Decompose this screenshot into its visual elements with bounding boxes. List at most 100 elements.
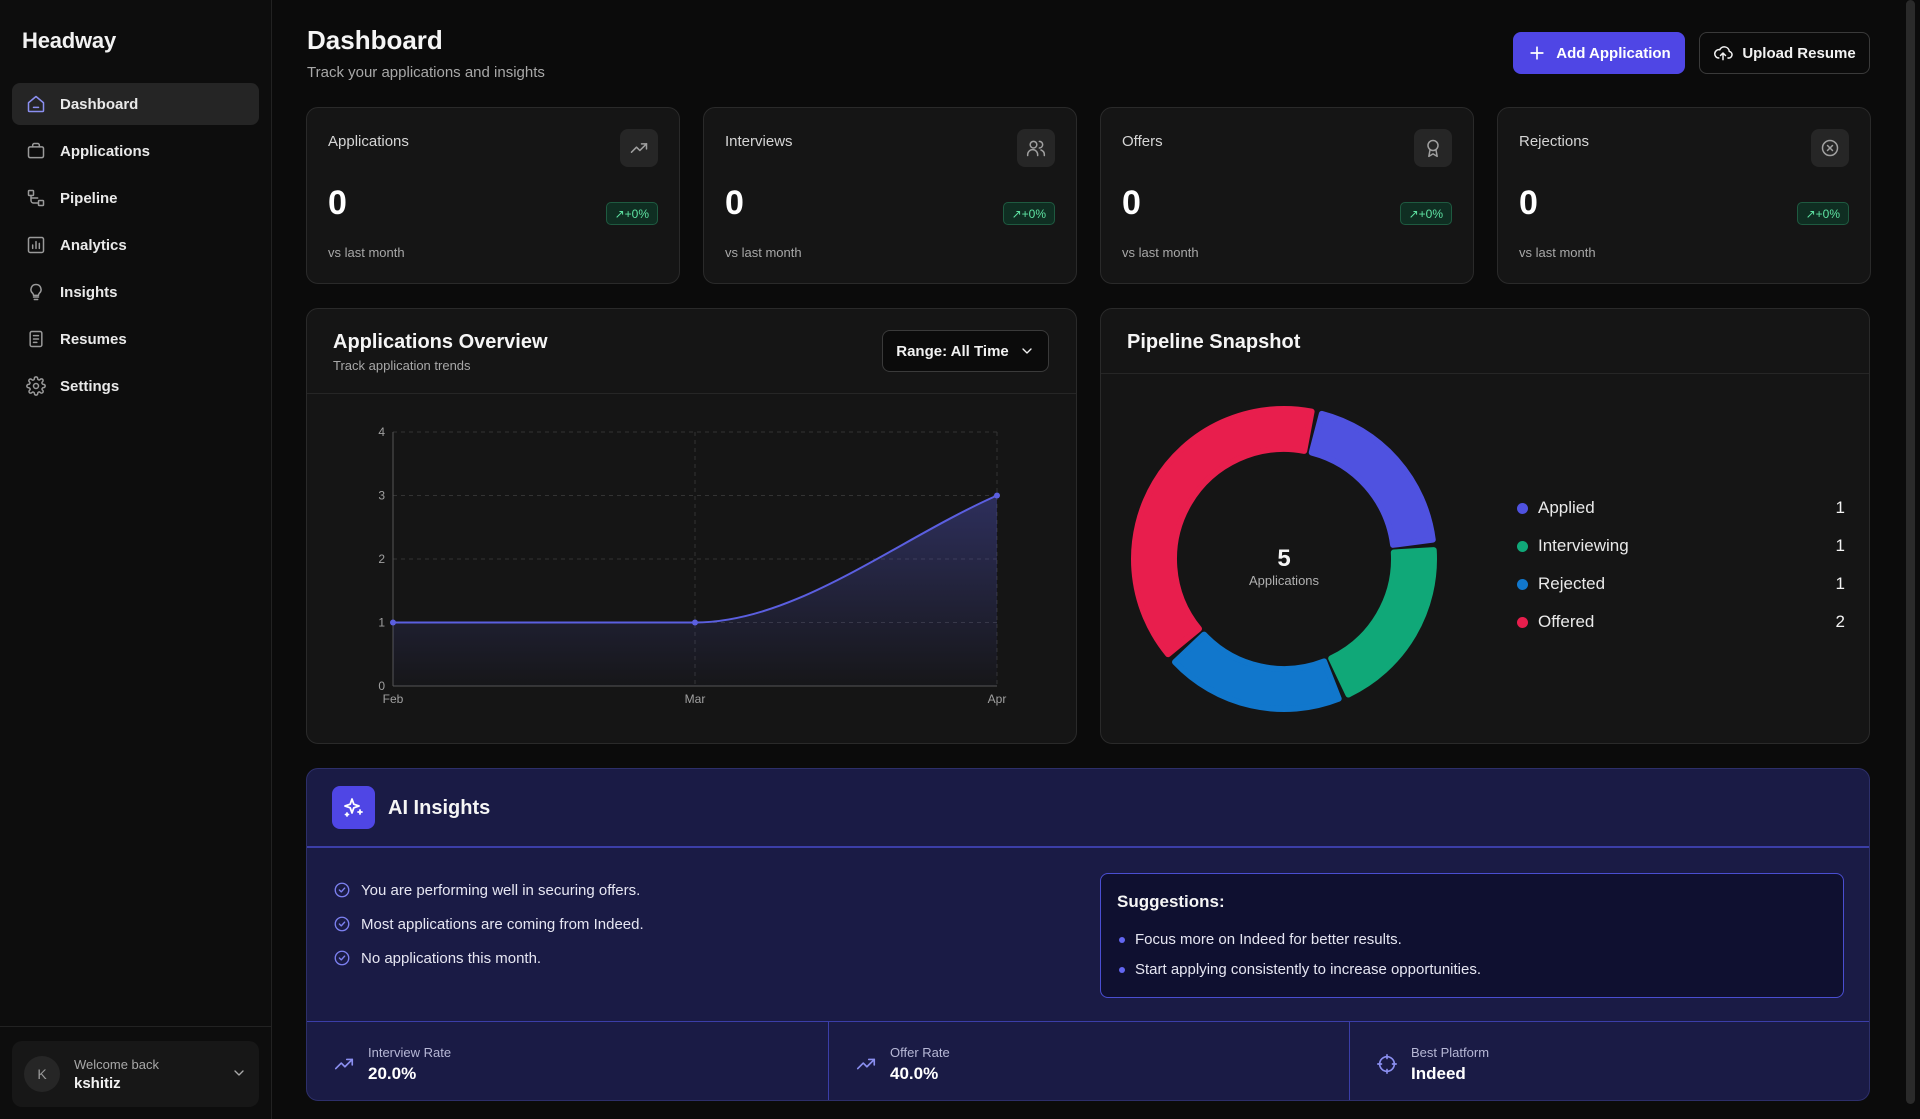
check-circle-icon <box>334 950 350 966</box>
stat-value: 0 <box>328 184 347 222</box>
legend-count: 1 <box>1835 536 1845 555</box>
user-name: kshitiz <box>74 1074 121 1092</box>
stat-value: 0 <box>1519 184 1538 222</box>
data-point <box>390 619 396 626</box>
sidebar-item-label: Analytics <box>60 236 127 254</box>
applications-line-chart: 0 1 2 3 4 Feb Mar Apr <box>378 425 1006 706</box>
user-section: K Welcome back kshitiz <box>0 1026 272 1119</box>
metric-best-platform: Best Platform Indeed <box>1349 1022 1869 1100</box>
metric-label: Interview Rate <box>368 1045 452 1060</box>
stat-icon-box <box>1017 129 1055 167</box>
donut-segment-applied <box>1308 410 1436 548</box>
change-badge: ↗ +0% <box>1796 202 1849 225</box>
change-value: +0% <box>1021 206 1046 221</box>
stat-card-applications: Applications 0 ↗ +0% vs last month <box>306 107 680 284</box>
change-badge: ↗ +0% <box>1002 202 1055 225</box>
stat-icon-box <box>1414 129 1452 167</box>
change-badge: ↗ +0% <box>1399 202 1452 225</box>
ai-insights-panel: AI Insights You are performing well in s… <box>306 768 1870 1101</box>
legend-count: 2 <box>1835 612 1845 631</box>
insight-text: Most applications are coming from Indeed… <box>361 915 644 933</box>
suggestion-text: Focus more on Indeed for better results. <box>1135 931 1402 948</box>
user-menu[interactable]: K Welcome back kshitiz <box>12 1041 259 1107</box>
scroll-thumb[interactable] <box>1906 0 1915 1104</box>
sidebar-item-analytics[interactable]: Analytics <box>12 224 259 266</box>
bar-chart-icon <box>27 236 45 254</box>
legend-item-interviewing: Interviewing 1 <box>1517 527 1845 565</box>
main-content: Dashboard Track your applications and in… <box>273 0 1901 1119</box>
sparkles-icon <box>343 797 363 817</box>
stat-card-rejections: Rejections 0 ↗ +0% vs last month <box>1497 107 1871 284</box>
sidebar-item-insights[interactable]: Insights <box>12 271 259 313</box>
brand-logo: Headway <box>22 28 116 53</box>
legend-item-rejected: Rejected 1 <box>1517 565 1845 603</box>
home-icon <box>27 95 45 113</box>
insight-item: No applications this month. <box>333 941 644 975</box>
suggestions-box: Suggestions: Focus more on Indeed for be… <box>1100 873 1844 998</box>
sidebar: Headway Dashboard Applications Pipeline … <box>0 0 272 1119</box>
stat-label: Interviews <box>725 133 793 150</box>
range-select[interactable]: Range: All Time <box>882 330 1049 372</box>
metric-value: 20.0% <box>368 1064 417 1083</box>
applications-overview-panel: Applications Overview Track application … <box>306 308 1077 744</box>
legend-count: 1 <box>1835 498 1845 517</box>
ai-metrics-row: Interview Rate 20.0% Offer Rate 40.0% Be… <box>307 1021 1869 1100</box>
award-icon <box>1427 139 1439 158</box>
panel-divider <box>1101 373 1869 374</box>
sidebar-item-settings[interactable]: Settings <box>12 365 259 407</box>
donut-segment-interviewing <box>1328 547 1437 698</box>
stat-icon-box <box>620 129 658 167</box>
metric-interview-rate: Interview Rate 20.0% <box>307 1022 828 1100</box>
x-tick-label: Feb <box>383 692 404 706</box>
welcome-text: Welcome back <box>74 1056 160 1072</box>
insight-text: You are performing well in securing offe… <box>361 881 641 899</box>
document-icon <box>29 330 43 348</box>
page-scrollbar[interactable] <box>1901 0 1920 1119</box>
chevron-down-icon[interactable] <box>231 1065 247 1081</box>
check-circle-icon <box>334 916 350 932</box>
metric-offer-rate: Offer Rate 40.0% <box>828 1022 1349 1100</box>
sidebar-item-applications[interactable]: Applications <box>12 130 259 172</box>
data-point <box>692 619 698 626</box>
legend-label: Rejected <box>1538 574 1606 593</box>
area-fill <box>393 495 997 686</box>
sidebar-item-dashboard[interactable]: Dashboard <box>12 83 259 125</box>
legend-dot <box>1517 502 1528 514</box>
legend-label: Applied <box>1538 498 1595 517</box>
x-tick-label: Mar <box>685 692 706 706</box>
chevron-down-icon <box>1022 348 1032 354</box>
insights-list: You are performing well in securing offe… <box>333 873 644 975</box>
bullet <box>1119 936 1125 943</box>
legend-item-offered: Offered 2 <box>1517 603 1845 641</box>
arrow-up-right-icon: ↗ <box>1408 206 1419 221</box>
sidebar-item-label: Dashboard <box>60 95 139 113</box>
y-tick-label: 4 <box>378 425 385 439</box>
sidebar-item-label: Pipeline <box>60 189 118 207</box>
upload-resume-button[interactable]: Upload Resume <box>1699 32 1870 74</box>
change-value: +0% <box>624 206 649 221</box>
cloud-upload-icon <box>1714 46 1734 61</box>
sidebar-item-label: Resumes <box>60 330 127 348</box>
legend-dot <box>1517 578 1528 590</box>
pipeline-snapshot-panel: Pipeline Snapshot 5 Applications Applied… <box>1100 308 1870 744</box>
sidebar-item-pipeline[interactable]: Pipeline <box>12 177 259 219</box>
page-subtitle: Track your applications and insights <box>307 64 545 81</box>
sidebar-item-resumes[interactable]: Resumes <box>12 318 259 360</box>
gear-icon <box>26 376 46 396</box>
data-point <box>994 492 1000 499</box>
add-application-button[interactable]: Add Application <box>1513 32 1685 74</box>
change-badge: ↗ +0% <box>605 202 658 225</box>
stat-footnote: vs last month <box>1519 245 1596 260</box>
change-value: +0% <box>1815 206 1840 221</box>
check-circle-icon <box>334 882 350 898</box>
briefcase-icon <box>27 142 45 159</box>
stat-label: Offers <box>1122 133 1163 150</box>
panel-divider <box>307 393 1076 394</box>
legend-count: 1 <box>1835 574 1845 593</box>
insight-item: Most applications are coming from Indeed… <box>333 907 644 941</box>
metric-value: Indeed <box>1411 1064 1466 1083</box>
sidebar-item-label: Applications <box>60 142 151 160</box>
stat-icon-box <box>1811 129 1849 167</box>
x-circle-icon <box>1821 139 1839 157</box>
arrow-up-right-icon: ↗ <box>1011 206 1022 221</box>
